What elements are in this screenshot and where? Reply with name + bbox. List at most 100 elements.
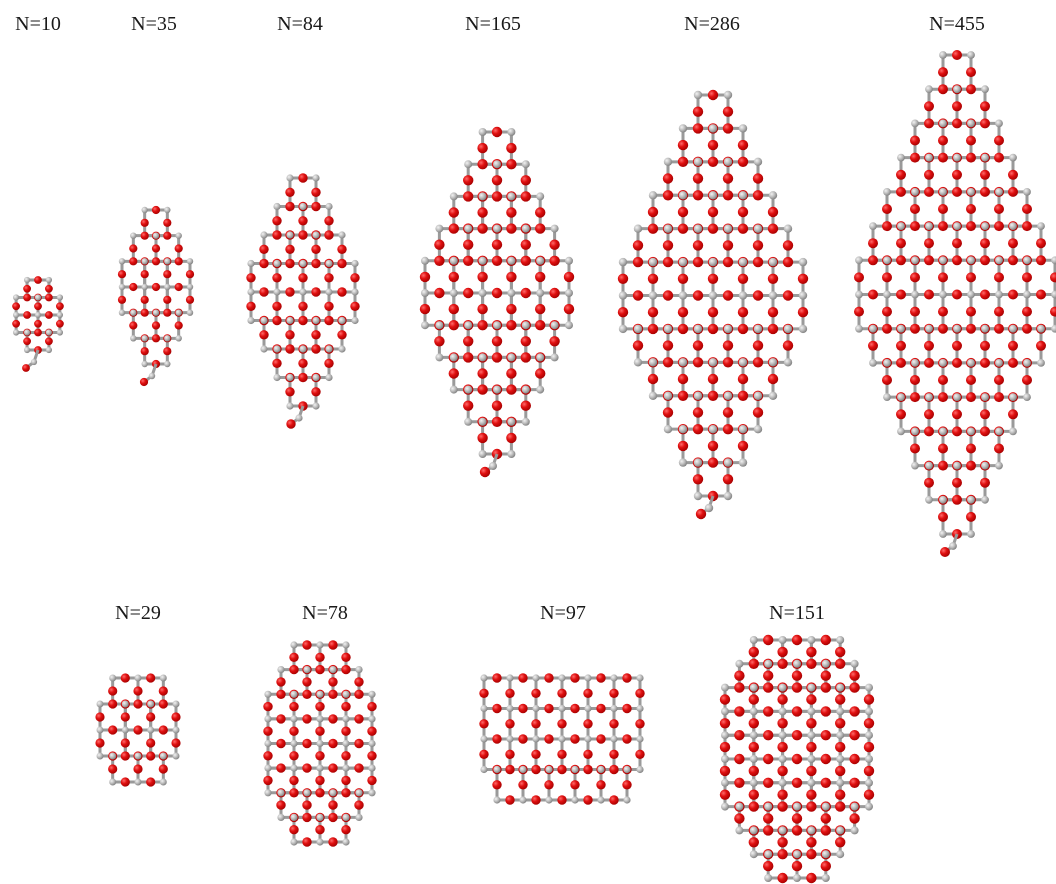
silicon-atom [618, 291, 628, 300]
silicon-atom [981, 85, 989, 94]
oxygen-atom [570, 780, 580, 790]
oxygen-atom [791, 670, 803, 681]
oxygen-atom [1022, 375, 1032, 385]
oxygen-atom [535, 368, 546, 379]
oxygen-atom [677, 139, 689, 151]
oxygen-atom [544, 734, 554, 744]
oxygen-atom [23, 293, 31, 302]
oxygen-atom [849, 730, 860, 741]
oxygen-atom [140, 308, 149, 317]
silicon-atom [550, 321, 559, 330]
silicon-atom [967, 119, 975, 128]
silicon-atom [778, 731, 787, 740]
silicon-atom [480, 674, 488, 682]
oxygen-atom [966, 67, 976, 78]
oxygen-atom [289, 775, 299, 786]
oxygen-atom [707, 307, 719, 318]
silicon-atom [793, 659, 801, 668]
silicon-atom [175, 335, 182, 342]
oxygen-atom [910, 375, 920, 385]
oxygen-atom [737, 390, 749, 401]
oxygen-atom [806, 837, 817, 848]
oxygen-atom [662, 173, 674, 184]
oxygen-atom [535, 271, 546, 283]
silicon-atom [911, 461, 919, 470]
silicon-atom [130, 232, 137, 239]
oxygen-atom [777, 765, 788, 777]
oxygen-atom [622, 703, 632, 714]
silicon-atom [911, 290, 919, 299]
oxygen-atom [518, 673, 528, 683]
silicon-atom [507, 450, 516, 458]
silicon-atom [521, 321, 530, 330]
oxygen-atom [806, 789, 817, 800]
silicon-atom [519, 796, 527, 804]
silicon-atom [273, 288, 281, 296]
oxygen-atom [463, 255, 474, 266]
silicon-atom [663, 391, 673, 400]
oxygen-atom [806, 872, 817, 884]
oxygen-atom [302, 800, 312, 810]
silicon-atom [186, 309, 194, 316]
oxygen-atom [531, 749, 541, 759]
silicon-atom [708, 291, 718, 300]
oxygen-atom [617, 307, 629, 318]
silicon-atom [290, 838, 298, 846]
silicon-atom [273, 259, 281, 268]
silicon-atom [721, 755, 729, 763]
cluster-label-n151: N=151 [769, 602, 825, 624]
silicon-atom [312, 373, 320, 382]
oxygen-atom [151, 334, 161, 343]
silicon-atom [778, 707, 787, 716]
oxygen-atom [767, 273, 779, 284]
oxygen-atom [129, 257, 138, 266]
oxygen-atom [820, 670, 831, 681]
silicon-atom [316, 690, 324, 698]
silicon-atom [13, 294, 20, 301]
oxygen-atom [302, 763, 312, 773]
oxygen-atom [129, 321, 138, 330]
silicon-atom [939, 256, 947, 265]
oxygen-atom [938, 204, 948, 214]
oxygen-atom [835, 837, 846, 848]
silicon-atom [478, 192, 487, 201]
silicon-atom [329, 789, 337, 797]
oxygen-atom [748, 837, 759, 848]
oxygen-atom [966, 392, 976, 403]
silicon-atom [807, 683, 816, 692]
oxygen-atom [966, 323, 976, 334]
oxygen-atom [835, 718, 846, 729]
oxygen-atom [854, 306, 864, 317]
oxygen-atom [868, 340, 878, 351]
silicon-atom [303, 666, 311, 674]
silicon-atom [807, 636, 816, 644]
oxygen-atom [315, 701, 325, 712]
oxygen-atom [763, 813, 774, 824]
oxygen-atom [350, 273, 360, 283]
oxygen-atom [289, 726, 299, 736]
silicon-atom [1009, 153, 1017, 162]
silicon-atom [56, 311, 64, 319]
silicon-atom [277, 789, 285, 797]
oxygen-atom [129, 244, 138, 253]
silicon-atom [735, 802, 744, 811]
oxygen-atom [896, 186, 906, 197]
silicon-atom [778, 636, 787, 644]
oxygen-atom [491, 255, 503, 266]
oxygen-atom [966, 306, 976, 317]
oxygen-atom [463, 336, 474, 347]
silicon-atom [172, 726, 180, 734]
silicon-atom [967, 256, 975, 265]
silicon-atom [325, 202, 333, 211]
silicon-atom [325, 288, 333, 296]
silicon-atom [693, 491, 703, 501]
silicon-atom [798, 257, 808, 267]
oxygen-atom [820, 682, 831, 693]
oxygen-atom [174, 321, 183, 330]
silicon-atom [506, 735, 514, 743]
oxygen-atom [544, 673, 554, 683]
oxygen-atom [635, 719, 645, 729]
silicon-atom [368, 690, 376, 698]
oxygen-atom [692, 190, 704, 201]
oxygen-atom [140, 231, 149, 240]
